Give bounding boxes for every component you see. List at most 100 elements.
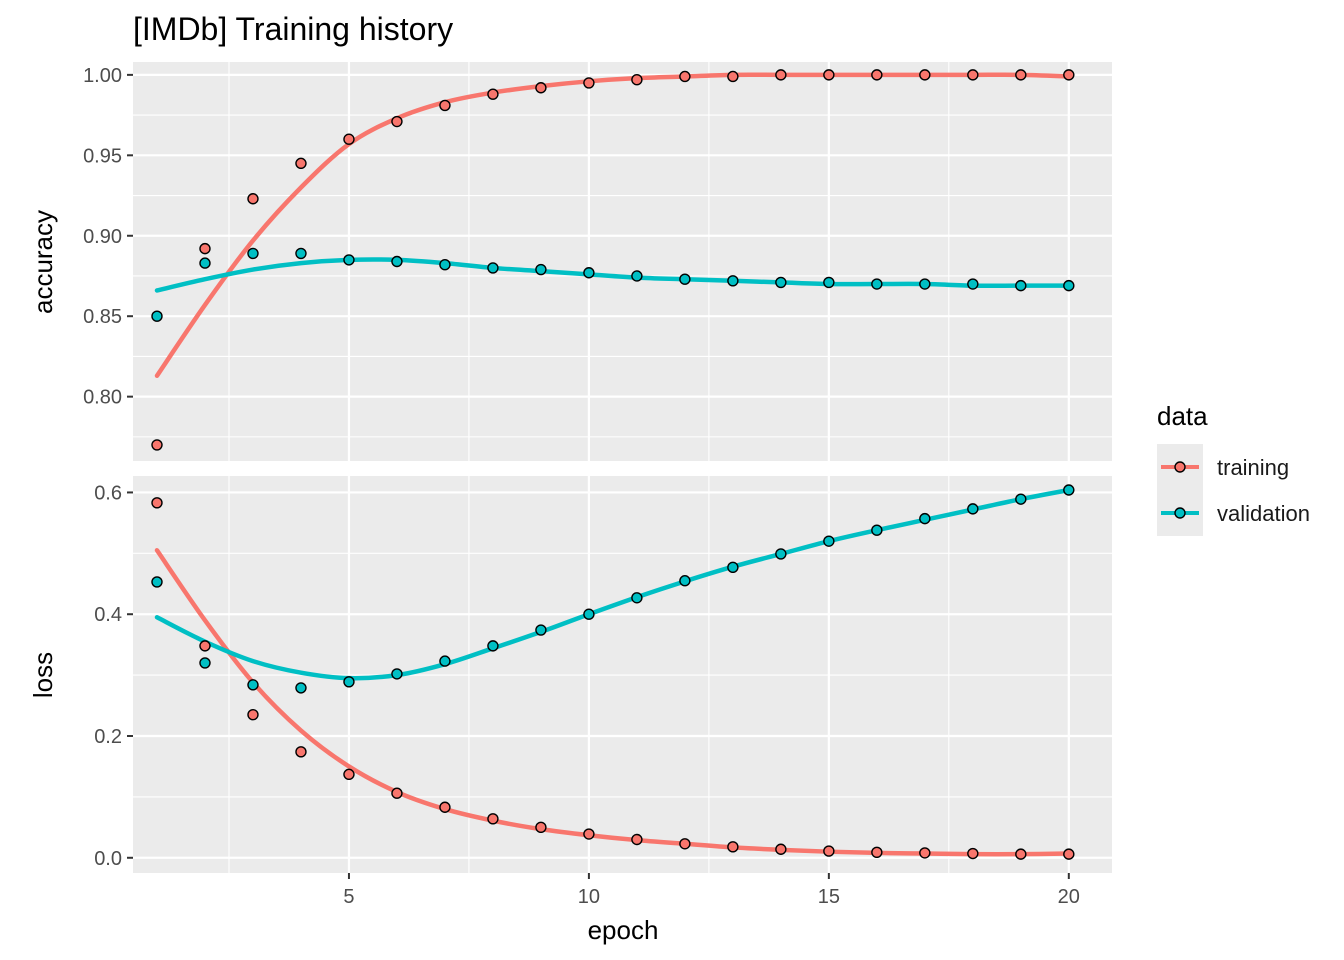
data-points <box>151 69 1075 860</box>
smooth-line-loss-training <box>154 548 1072 857</box>
point-loss-validation-epoch-9 <box>535 624 547 636</box>
point-loss-training-epoch-15 <box>823 845 835 857</box>
point-accuracy-training-epoch-10 <box>583 77 595 89</box>
point-accuracy-validation-epoch-9 <box>535 263 547 276</box>
point-loss-training-epoch-11 <box>631 833 643 846</box>
y-tick-label-1-1: 0.2 <box>94 726 122 748</box>
point-loss-training-epoch-7 <box>439 801 451 813</box>
point-loss-validation-epoch-13 <box>727 561 739 574</box>
chart-title: [IMDb] Training history <box>133 11 453 47</box>
point-loss-training-epoch-14 <box>775 843 787 855</box>
point-loss-training-epoch-16 <box>871 846 883 858</box>
y-tick-label-0-3: 0.95 <box>83 145 122 167</box>
point-accuracy-validation-epoch-13 <box>727 275 739 287</box>
point-accuracy-training-epoch-1 <box>151 439 163 451</box>
smooth-line-accuracy-training <box>154 72 1072 378</box>
point-accuracy-training-epoch-13 <box>727 70 739 83</box>
accuracy-panel-background <box>133 62 1112 461</box>
point-loss-training-epoch-5 <box>343 768 355 781</box>
legend-title: data <box>1157 401 1208 431</box>
point-loss-validation-epoch-19 <box>1015 493 1027 505</box>
legend-label-training: training <box>1217 455 1289 480</box>
y-tick-label-1-3: 0.6 <box>94 482 122 504</box>
point-accuracy-validation-epoch-7 <box>439 259 451 271</box>
point-loss-training-epoch-8 <box>487 813 499 825</box>
point-loss-training-epoch-6 <box>391 787 403 799</box>
point-accuracy-validation-epoch-5 <box>343 254 355 266</box>
x-axis-label: epoch <box>588 915 659 945</box>
point-loss-validation-epoch-4 <box>295 682 307 694</box>
point-accuracy-validation-epoch-11 <box>631 270 643 282</box>
point-loss-training-epoch-12 <box>679 838 691 850</box>
y-tick-label-1-0: 0.0 <box>94 848 122 870</box>
point-accuracy-training-epoch-11 <box>631 73 643 86</box>
point-loss-validation-epoch-7 <box>439 655 451 667</box>
y-axis-label-loss: loss <box>28 652 58 698</box>
point-accuracy-training-epoch-5 <box>343 133 355 145</box>
point-loss-validation-epoch-1 <box>151 576 163 588</box>
point-loss-validation-epoch-18 <box>967 503 979 515</box>
point-loss-training-epoch-3 <box>247 708 259 721</box>
point-loss-training-epoch-18 <box>967 847 979 860</box>
point-accuracy-validation-epoch-12 <box>679 273 691 285</box>
point-loss-validation-epoch-2 <box>199 657 211 669</box>
point-accuracy-training-epoch-16 <box>871 69 883 81</box>
point-accuracy-validation-epoch-3 <box>247 247 259 260</box>
point-loss-training-epoch-4 <box>295 746 307 758</box>
point-accuracy-training-epoch-4 <box>295 157 307 170</box>
y-tick-label-0-4: 1.00 <box>83 65 122 87</box>
x-tick-label-1: 10 <box>578 886 600 908</box>
y-tick-label-0-2: 0.90 <box>83 226 122 248</box>
point-loss-validation-epoch-3 <box>247 679 259 691</box>
point-loss-validation-epoch-8 <box>487 640 499 652</box>
legend-key-validation-point <box>1174 507 1186 519</box>
point-accuracy-training-epoch-18 <box>967 69 979 81</box>
point-loss-validation-epoch-20 <box>1063 484 1075 496</box>
point-accuracy-validation-epoch-15 <box>823 276 835 289</box>
point-loss-validation-epoch-14 <box>775 548 787 560</box>
point-accuracy-training-epoch-8 <box>487 88 499 100</box>
legend-key-training-point <box>1174 461 1186 473</box>
point-loss-training-epoch-20 <box>1063 848 1075 860</box>
point-loss-training-epoch-13 <box>727 841 739 853</box>
point-loss-validation-epoch-6 <box>391 668 403 680</box>
point-loss-validation-epoch-16 <box>871 524 883 536</box>
point-loss-validation-epoch-17 <box>919 512 931 525</box>
loss-panel-background <box>133 476 1112 873</box>
point-accuracy-validation-epoch-4 <box>295 247 307 260</box>
point-loss-training-epoch-2 <box>199 640 211 652</box>
point-accuracy-validation-epoch-18 <box>967 278 979 290</box>
legend: data training validation <box>1157 401 1310 536</box>
x-tick-label-0: 5 <box>343 886 354 908</box>
point-loss-training-epoch-17 <box>919 847 931 859</box>
x-tick-label-3: 20 <box>1058 886 1080 908</box>
y-axis-label-accuracy: accuracy <box>28 210 58 314</box>
point-accuracy-validation-epoch-6 <box>391 255 403 268</box>
point-loss-training-epoch-1 <box>151 497 163 509</box>
point-accuracy-training-epoch-2 <box>199 242 211 255</box>
point-accuracy-validation-epoch-14 <box>775 276 787 289</box>
point-accuracy-training-epoch-20 <box>1063 69 1075 81</box>
point-accuracy-validation-epoch-20 <box>1063 279 1075 292</box>
point-accuracy-validation-epoch-19 <box>1015 279 1027 292</box>
point-loss-training-epoch-9 <box>535 821 547 834</box>
point-accuracy-validation-epoch-8 <box>487 262 499 274</box>
point-loss-validation-epoch-10 <box>583 608 595 620</box>
y-tick-label-0-0: 0.80 <box>83 387 122 409</box>
axes: 0.80 0.85 0.90 0.95 1.00 0.0 0.2 0.4 0.6 5 10 15 20 <box>83 65 1080 908</box>
x-tick-label-2: 15 <box>818 886 840 908</box>
point-accuracy-training-epoch-12 <box>679 70 691 83</box>
point-accuracy-training-epoch-17 <box>919 69 931 81</box>
point-accuracy-training-epoch-15 <box>823 69 835 81</box>
point-accuracy-training-epoch-19 <box>1015 69 1027 81</box>
y-tick-label-0-1: 0.85 <box>83 306 122 328</box>
point-accuracy-validation-epoch-2 <box>199 257 211 269</box>
point-accuracy-validation-epoch-1 <box>151 310 163 322</box>
point-loss-validation-epoch-5 <box>343 676 355 688</box>
point-accuracy-validation-epoch-10 <box>583 267 595 279</box>
point-accuracy-training-epoch-7 <box>439 99 451 112</box>
point-loss-training-epoch-19 <box>1015 848 1027 860</box>
point-accuracy-validation-epoch-17 <box>919 278 931 290</box>
point-accuracy-training-epoch-14 <box>775 69 787 81</box>
